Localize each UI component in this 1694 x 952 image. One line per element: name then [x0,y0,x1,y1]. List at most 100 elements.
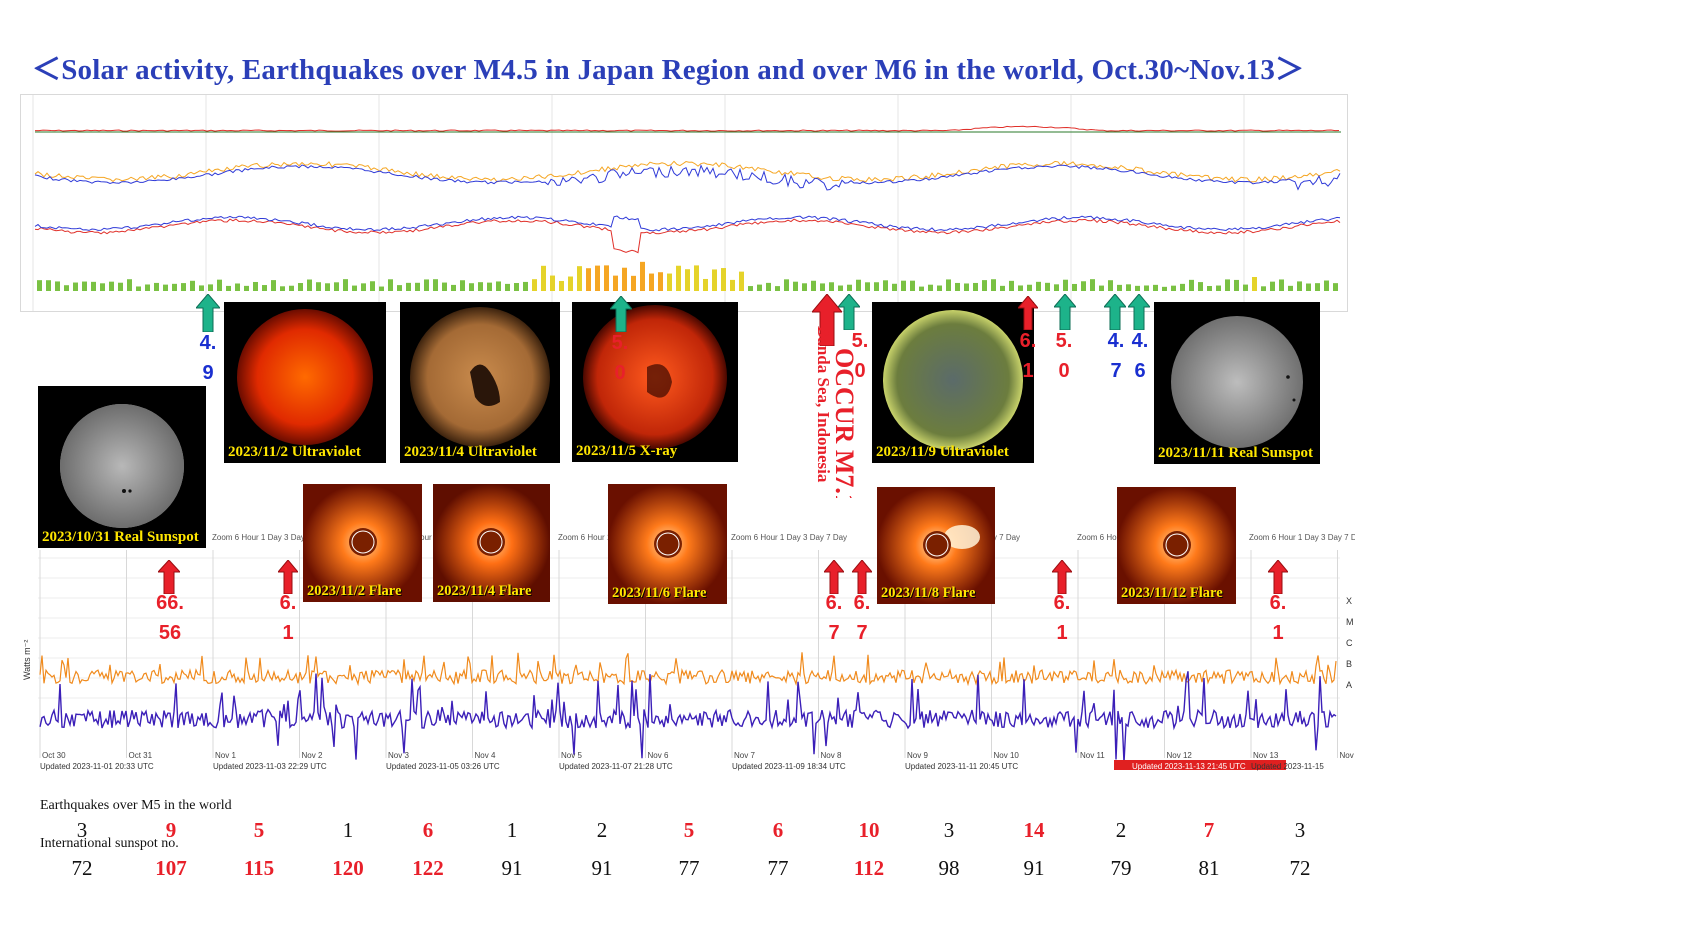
zoom-controls[interactable]: Zoom 6 Hour 1 Day 3 Day 7 Day [212,533,328,542]
image-caption: 2023/11/4 Flare [437,583,532,599]
kp-bar [883,280,888,291]
sun-image: 2023/11/5 X-ray [572,302,738,462]
kp-bar [1324,280,1329,291]
japan-quake-magnitude: 6. 1 [1019,330,1037,382]
kp-bar [523,281,528,291]
japan-quake-magnitude: 4. 7 [1107,330,1125,382]
kp-bar [694,265,699,291]
electron-flux-line [34,160,1341,183]
x-tick-label: Nov 7 [734,751,755,760]
sun-image: 2023/11/11 Real Sunspot [1154,302,1320,464]
kp-bar [379,286,384,291]
kp-bar [406,282,411,291]
japan-quake-arrow-icon [1054,294,1076,330]
kp-bar [820,283,825,291]
japan-quake-arrow-icon [1104,294,1126,330]
solar-activity-panel [20,94,1348,312]
kp-bar [1306,283,1311,291]
kp-bar [838,285,843,291]
kp-bar [1018,285,1023,291]
kp-bar [1063,279,1068,291]
kp-bar [361,283,366,291]
kp-bar [91,281,96,291]
kp-bar [721,268,726,291]
kp-bar [487,282,492,291]
kp-bar [397,285,402,291]
kp-bar [784,279,789,291]
kp-bar [460,280,465,291]
world-quake-arrow-icon [1268,560,1288,594]
coronagraph [303,484,422,602]
kp-bar [1081,281,1086,291]
electron-flux-line [34,164,1341,191]
magnetometer-line [34,218,1341,254]
japan-quake-arrow-icon [610,296,632,332]
x-tick-label: Nov 10 [994,751,1020,760]
x-tick-label: Nov 6 [648,751,669,760]
kp-bar [919,286,924,291]
kp-bar [1315,283,1320,291]
kp-bar [37,280,42,291]
world-earthquake-row-label: Earthquakes over M5 in the world [40,798,232,813]
x-tick-label: Nov 5 [561,751,582,760]
sunspot-number-cell: 120 [332,856,364,880]
kp-bar [73,282,78,291]
sunspot-number-cell: 112 [853,856,885,880]
earthquake-count-cell: 2 [1115,818,1127,842]
kp-bar [127,279,132,291]
flare-image: 2023/11/12 Flare [1117,487,1236,604]
kp-bar [343,279,348,291]
earthquake-count-cell: 1 [342,818,354,842]
kp-bar [478,282,483,291]
image-caption: 2023/11/4 Ultraviolet [404,444,537,460]
earthquake-count-cell: 6 [422,818,434,842]
zoom-controls[interactable]: Zoom 6 Hour 1 Day 3 Day 7 Day [731,533,847,542]
updated-label: Updated 2023-11-13 21:45 UTC [1132,762,1246,771]
kp-bar [1027,284,1032,291]
kp-bar [505,283,510,291]
sunspot-number-cell: 122 [412,856,444,880]
kp-bar [1198,282,1203,291]
kp-bar [703,278,708,291]
updated-label: Updated 2023-11-07 21:28 UTC [559,762,673,771]
sunspot-disk [1171,316,1303,448]
kp-bar [451,284,456,291]
kp-bar [1117,284,1122,291]
sunspot-number-cell: 77 [767,856,789,880]
updated-label: Updated 2023-11-05 03:26 UTC [386,762,500,771]
coronagraph [433,484,550,602]
kp-bar [1000,285,1005,291]
sunspot-number-cell: 72 [1289,856,1311,880]
japan-quake-magnitude: 5. 0 [851,330,869,382]
japan-quake-arrow-icon [838,294,860,330]
image-caption: 2023/11/8 Flare [881,585,976,601]
kp-bar [892,283,897,291]
sunspot-number-cell: 107 [155,856,187,880]
kp-bar [640,261,645,291]
updated-label: Updated 2023-11-03 22:29 UTC [213,762,327,771]
x-tick-label: Nov 11 [1080,751,1105,760]
image-caption: 2023/11/11 Real Sunspot [1158,445,1314,461]
zoom-controls[interactable]: Zoom 6 Hour 1 Day 3 Day 7 Day [1249,533,1365,542]
updated-label: Updated 2023-11-09 18:34 UTC [732,762,846,771]
kp-bar [289,285,294,291]
kp-bar [982,280,987,291]
ultraviolet-disk [410,307,550,447]
kp-bar [1036,281,1041,291]
sun-image: 2023/11/4 Ultraviolet [400,302,560,463]
kp-bar [613,275,618,291]
earthquake-count-cell: 1 [506,818,518,842]
kp-bar [1207,285,1212,291]
image-caption: 2023/10/31 Real Sunspot [42,529,199,545]
kp-bar [586,268,591,291]
flare-image: 2023/11/4 Flare [433,484,550,602]
kp-bar [856,279,861,291]
kp-bar [118,282,123,291]
kp-bar [442,282,447,291]
kp-bar [1189,279,1194,291]
kp-bar [307,279,312,291]
kp-bar [748,286,753,291]
sun-image: 2023/10/31 Real Sunspot [38,386,206,548]
kp-bar [1288,285,1293,291]
updated-label: Updated 2023-11-01 20:33 UTC [40,762,154,771]
